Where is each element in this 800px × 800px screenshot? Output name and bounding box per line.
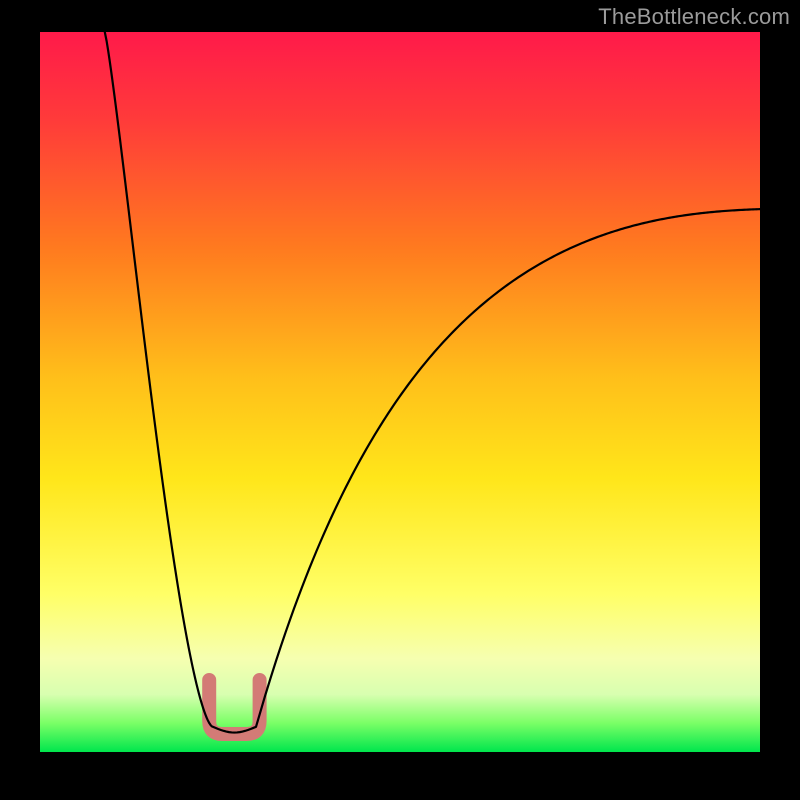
watermark-text: TheBottleneck.com bbox=[598, 4, 790, 30]
chart-root: TheBottleneck.com bbox=[0, 0, 800, 800]
plot-area bbox=[40, 32, 760, 752]
chart-svg bbox=[0, 0, 800, 800]
